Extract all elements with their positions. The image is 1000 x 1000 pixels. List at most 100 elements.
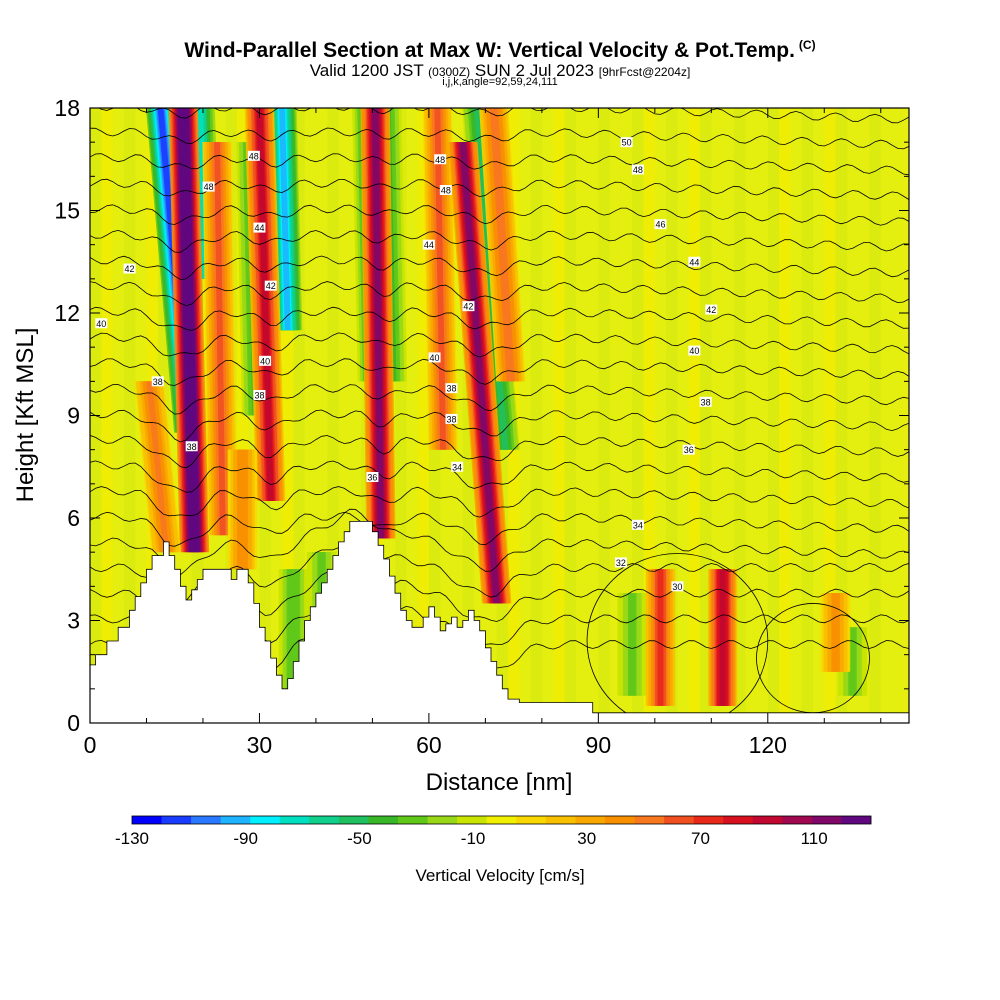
downdraft-cell [290,569,297,689]
x-tick-label: 120 [749,732,787,758]
field-column [892,108,904,723]
field-column [677,108,690,723]
field-column [846,108,859,723]
contour-label-bg [682,444,695,455]
field-column [304,108,317,723]
contour-label: 36 [366,472,379,483]
contour-label: 44 [422,239,435,250]
contour-label: 38 [253,390,266,401]
field-column [587,108,599,723]
contour-label-bg [445,383,458,394]
contour-label-bg [247,150,260,161]
colorbar-swatch [604,816,635,824]
contour-label-bg [671,581,684,592]
isentrope-line [90,255,909,280]
colorbar-swatch [811,816,842,824]
contour-label-text: 34 [633,520,643,530]
field-column [530,108,543,723]
contour-label-bg [631,164,644,175]
contour-label: 42 [123,263,136,274]
field-column [632,108,645,723]
field-column [315,108,328,723]
contour-label-text: 38 [254,391,264,401]
y-tick-label: 3 [67,608,80,634]
isentrope-line [90,332,909,358]
contour-label: 44 [688,256,701,267]
contour-label-bg [95,318,108,329]
contour-label-text: 36 [684,445,694,455]
field-column [282,108,294,723]
contour-label-text: 46 [655,220,665,230]
isentrope-line [90,435,909,469]
colorbar-tick-label: 110 [801,829,828,848]
contour-label-bg [434,154,447,165]
updraft-cell [434,108,446,450]
field-column [666,108,678,723]
field-column [395,108,407,723]
colorbar-frame [131,815,872,825]
contour-label: 34 [451,461,464,472]
field-column [123,108,136,723]
y-axis-label: Height [Kft MSL] [12,328,39,503]
y-tick-label: 0 [67,710,80,736]
updraft-cell [459,142,500,604]
contour-label-bg [428,352,441,363]
contour-label: 44 [253,222,266,233]
field-column [779,108,791,723]
colorbar-swatch [486,816,517,824]
contour-label-bg [151,376,164,387]
downdraft-cell [279,108,291,331]
y-tick-label: 18 [54,95,80,121]
isentrope-line [98,108,909,124]
colorbar-tick-label: -50 [347,829,372,848]
field-column [349,108,362,723]
field-column [609,108,622,723]
colorbar-swatch [191,816,221,824]
contour-label-bg [422,239,435,250]
x-tick-label: 0 [84,732,97,758]
y-tick-label: 15 [54,198,80,224]
x-tick-label: 60 [416,732,442,758]
isentrope-line [90,153,909,176]
colorbar-swatch [664,816,694,824]
contour-label-text: 48 [435,155,445,165]
contour-label-text: 42 [266,281,276,291]
contour-label-text: 30 [672,582,682,592]
contour-label: 40 [259,355,272,366]
updraft-cell [146,381,170,553]
contour-label: 42 [462,301,475,312]
contour-label-bg [688,256,701,267]
colorbar-swatch [161,816,192,824]
contour-label-bg [366,472,379,482]
colorbar-tick-label: -130 [115,829,149,848]
contour-label-text: 32 [616,558,626,568]
colorbar-swatch [782,816,813,824]
contour-label-bg [654,219,667,230]
updraft-cell [372,108,384,539]
colorbar-label: Vertical Velocity [cm/s] [415,866,584,885]
contour-label: 38 [185,441,198,452]
copyright-mark: (C) [798,38,816,52]
colorbar-tick-label: 70 [691,829,710,848]
contour-label-text: 50 [622,138,632,148]
contour-labels: 50 48 48 48 48 48 46 44 44 44 42 42 42 42 40 40 40 40 38 38… [95,137,718,592]
field-column [812,108,825,723]
contour-label-bg [259,355,272,366]
colorbar-tick-label: 30 [577,829,596,848]
contour-label: 48 [631,164,644,175]
contour-label: 36 [682,444,695,455]
field-column [564,108,577,723]
y-tick-label: 12 [54,300,80,326]
isentrope-line [90,508,909,577]
isentrope-line [90,409,909,443]
contour-label-bg [631,519,644,530]
colorbar: -130 -90 -50 -10 30 70 110 [115,815,872,848]
contour-label: 38 [445,383,458,394]
contour-label: 42 [705,304,718,315]
isentrope-line [90,358,909,386]
contour-label-bg [264,280,277,291]
colorbar-swatch [427,816,458,824]
colorbar-swatch [723,816,754,824]
field-column [327,108,340,723]
